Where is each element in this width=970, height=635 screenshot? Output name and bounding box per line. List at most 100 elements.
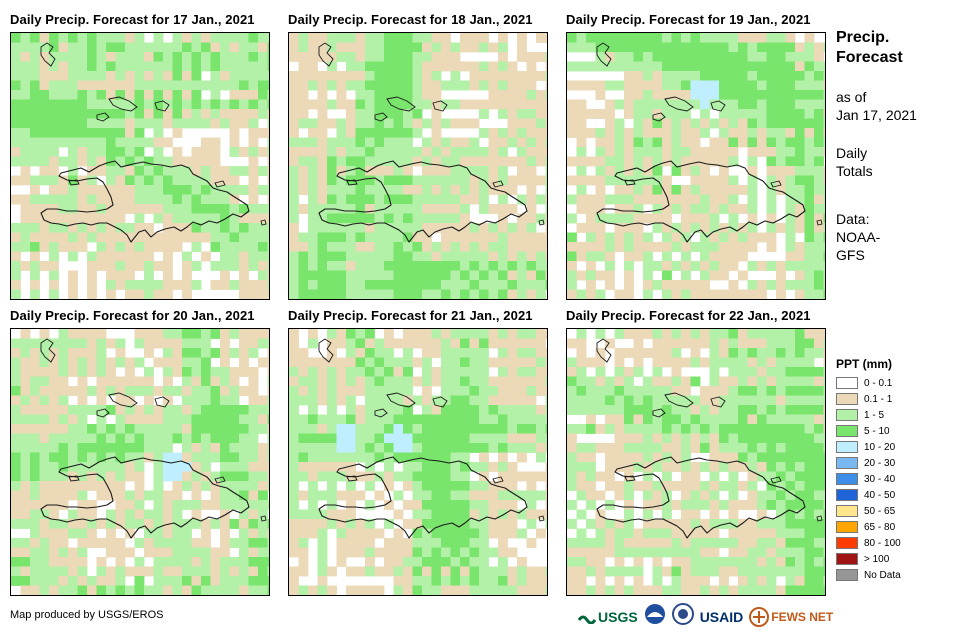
precip-cell [652, 566, 663, 577]
precip-cell [624, 376, 634, 387]
precip-cell [804, 156, 815, 167]
precip-cell [498, 481, 508, 491]
precip-cell [30, 156, 40, 167]
precip-cell [681, 280, 691, 290]
precip-cell [545, 261, 547, 271]
precip-cell [652, 194, 663, 205]
precip-cell [115, 395, 126, 406]
precip-cell [39, 471, 50, 482]
precip-cell [681, 213, 691, 224]
precip-cell [220, 452, 230, 463]
precip-cell [804, 367, 815, 377]
precip-cell [163, 280, 173, 290]
precip-cell [267, 156, 269, 167]
precip-cell [96, 90, 107, 100]
precip-cell [776, 80, 786, 91]
precip-cell [258, 462, 268, 472]
precip-cell [766, 33, 777, 43]
precip-cell [662, 52, 672, 62]
precip-cell [652, 557, 663, 567]
precip-cell [172, 232, 183, 243]
precip-cell [785, 490, 796, 501]
precip-cell [804, 462, 815, 472]
precip-cell [605, 376, 615, 387]
precip-cell [766, 137, 777, 148]
precip-cell [747, 223, 758, 233]
precip-cell [776, 538, 786, 548]
precip-cell [766, 52, 777, 62]
precip-cell [633, 42, 644, 53]
legend-label: 40 - 50 [864, 489, 896, 501]
precip-cell [567, 118, 577, 129]
precip-cell [125, 395, 135, 406]
precip-cell [776, 42, 786, 53]
precip-cell [403, 433, 413, 444]
precip-cell [643, 90, 653, 100]
precip-cell [441, 509, 451, 520]
precip-map-canvas [11, 33, 269, 299]
precip-cell [39, 576, 50, 586]
precip-cell [795, 357, 805, 368]
precip-cell [336, 538, 347, 548]
precip-cell [681, 576, 691, 586]
precip-cell [719, 156, 729, 167]
precip-cell [498, 80, 508, 91]
precip-cell [567, 33, 577, 43]
precip-cell [191, 175, 202, 186]
precip-cell [30, 462, 40, 472]
precip-cell [346, 71, 356, 81]
island-coastline [346, 179, 358, 186]
precip-cell [317, 137, 328, 148]
precip-cell [586, 242, 596, 252]
precip-cell [58, 185, 69, 195]
precip-cell [795, 42, 805, 53]
precip-cell [469, 462, 480, 472]
precip-cell [517, 33, 527, 43]
precip-cell [450, 348, 461, 358]
precip-cell [498, 194, 508, 205]
precip-cell [690, 500, 701, 510]
precip-cell [172, 500, 183, 510]
precip-cell [248, 71, 259, 81]
precip-cell [239, 185, 249, 195]
precip-cell [662, 414, 672, 425]
precip-cell [624, 490, 634, 501]
precip-cell [229, 166, 240, 176]
precip-cell [153, 386, 164, 396]
precip-cell [258, 405, 268, 415]
precip-cell [507, 519, 518, 529]
precip-cell [220, 414, 230, 425]
precip-cell [11, 289, 21, 299]
precip-cell [20, 405, 31, 415]
precip-cell [823, 204, 825, 214]
precip-cell [469, 585, 480, 595]
precip-cell [308, 118, 318, 129]
precip-cell [96, 137, 107, 148]
precip-cell [576, 242, 587, 252]
precip-cell [681, 109, 691, 119]
precip-cell [191, 443, 202, 453]
precip-cell [210, 33, 221, 43]
precip-cell [11, 109, 21, 119]
precip-cell [298, 33, 309, 43]
precip-cell [586, 223, 596, 233]
precip-cell [681, 61, 691, 72]
precip-cell [289, 357, 299, 368]
precip-cell [517, 194, 527, 205]
precip-cell [422, 232, 432, 243]
precip-cell [526, 424, 537, 434]
precip-cell [125, 367, 135, 377]
precip-cell [804, 80, 815, 91]
precip-cell [403, 194, 413, 205]
precip-cell [106, 528, 116, 539]
precip-cell [30, 71, 40, 81]
precip-cell [747, 338, 758, 349]
precip-cell [681, 52, 691, 62]
precip-cell [709, 528, 720, 539]
precip-cell [87, 270, 97, 281]
precip-cell [144, 538, 154, 548]
precip-cell [747, 109, 758, 119]
precip-cell [39, 405, 50, 415]
precip-cell [671, 156, 682, 167]
precip-cell [258, 519, 268, 529]
